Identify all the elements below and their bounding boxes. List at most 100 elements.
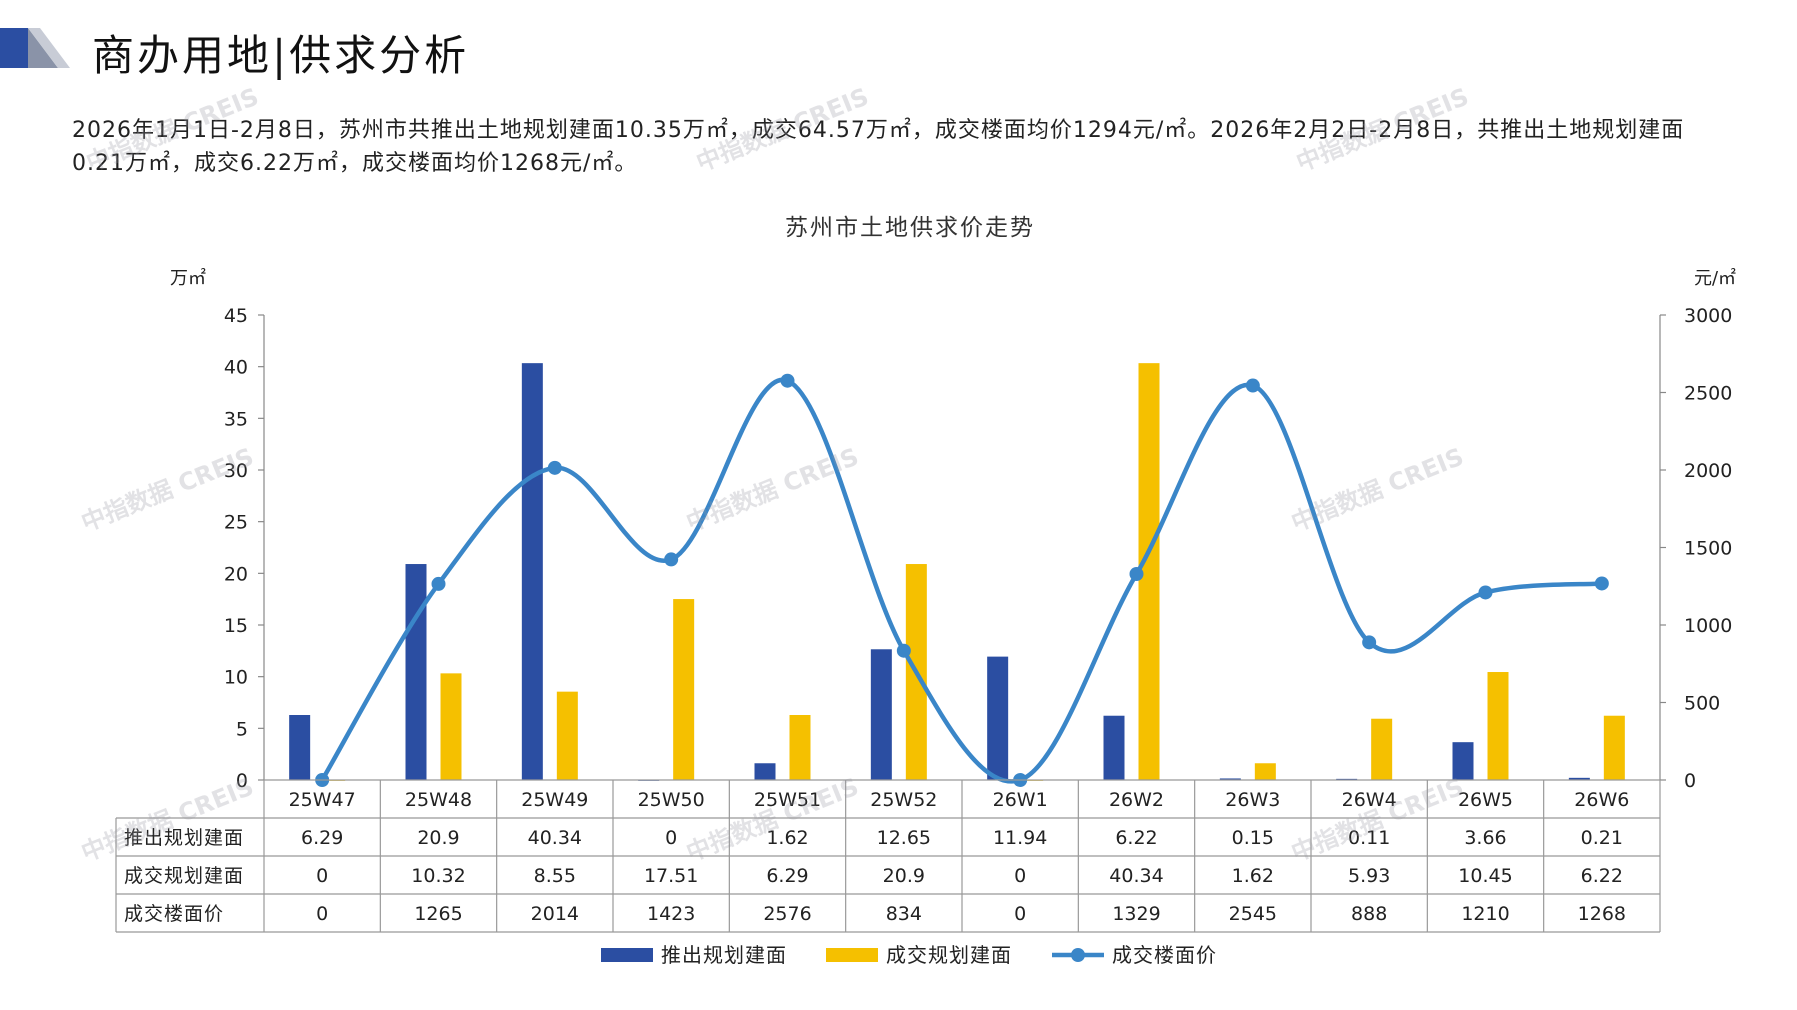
bar-transaction [556, 691, 578, 780]
category-label: 25W48 [405, 789, 472, 811]
right-tick-label: 3000 [1684, 305, 1732, 327]
data-label: 1.62 [766, 827, 808, 849]
category-label: 25W51 [754, 789, 821, 811]
data-label: 10.45 [1458, 865, 1512, 887]
category-label: 25W47 [289, 789, 356, 811]
data-label: 11.94 [993, 827, 1047, 849]
category-label: 26W5 [1458, 789, 1513, 811]
left-axis-unit: 万㎡ [170, 267, 206, 289]
bar-supply [521, 363, 543, 780]
left-tick-label: 10 [224, 667, 248, 689]
price-point [1478, 585, 1493, 600]
right-tick-label: 0 [1684, 770, 1696, 792]
data-label: 40.34 [528, 827, 582, 849]
left-tick-label: 5 [236, 718, 248, 740]
bar-supply [289, 715, 311, 780]
bar-supply [1568, 777, 1590, 780]
bar-supply [1452, 742, 1474, 780]
bar-supply [405, 564, 427, 780]
right-axis-unit: 元/㎡ [1694, 267, 1736, 289]
bar-supply [754, 763, 776, 780]
data-label: 6.22 [1115, 827, 1157, 849]
bar-supply [1219, 778, 1241, 780]
data-label: 0 [665, 827, 677, 849]
category-label: 25W49 [521, 789, 588, 811]
bar-transaction [1371, 718, 1393, 780]
legend-swatch-supply [601, 948, 653, 962]
category-label: 26W6 [1574, 789, 1629, 811]
legend-label-transaction: 成交规划建面 [886, 943, 1012, 967]
data-label: 1.62 [1232, 865, 1274, 887]
left-tick-label: 40 [224, 357, 248, 379]
table-row-label: 推出规划建面 [124, 827, 244, 849]
price-point [780, 373, 795, 388]
price-point [547, 460, 562, 475]
data-label: 1329 [1112, 903, 1160, 925]
summary-text: 2026年1月1日-2月8日，苏州市共推出土地规划建面10.35万㎡，成交64.… [72, 118, 1685, 176]
legend-marker-price [1071, 948, 1085, 962]
legend-swatch-transaction [826, 948, 878, 962]
category-label: 26W3 [1225, 789, 1280, 811]
bar-transaction [440, 673, 462, 780]
data-label: 40.34 [1109, 865, 1163, 887]
bar-transaction [1254, 763, 1276, 780]
data-label: 1210 [1461, 903, 1509, 925]
right-tick-label: 1500 [1684, 538, 1732, 560]
bar-supply [1103, 715, 1125, 780]
right-tick-label: 500 [1684, 693, 1720, 715]
data-label: 6.29 [301, 827, 343, 849]
data-label: 8.55 [534, 865, 576, 887]
data-label: 10.32 [411, 865, 465, 887]
price-point [1362, 635, 1377, 650]
data-label: 0 [1014, 903, 1026, 925]
left-tick-label: 15 [224, 615, 248, 637]
data-label: 0.11 [1348, 827, 1390, 849]
data-label: 0.15 [1232, 827, 1274, 849]
bar-transaction [1487, 672, 1509, 780]
data-label: 2576 [763, 903, 811, 925]
data-label: 1268 [1578, 903, 1626, 925]
data-label: 20.9 [417, 827, 459, 849]
page-title: 商办用地|供求分析 [92, 31, 470, 80]
price-point [1594, 576, 1609, 591]
chart-title: 苏州市土地供求价走势 [785, 215, 1035, 241]
category-label: 26W1 [993, 789, 1048, 811]
bar-supply [987, 656, 1009, 780]
table-row-label: 成交规划建面 [124, 865, 244, 887]
left-tick-label: 0 [236, 770, 248, 792]
left-tick-label: 25 [224, 512, 248, 534]
data-label: 0 [316, 903, 328, 925]
category-label: 25W52 [870, 789, 937, 811]
left-tick-label: 30 [224, 460, 248, 482]
category-label: 26W2 [1109, 789, 1164, 811]
category-label: 26W4 [1342, 789, 1397, 811]
price-line [319, 377, 1605, 784]
price-point [431, 576, 446, 591]
left-tick-label: 20 [224, 563, 248, 585]
bar-transaction [789, 715, 811, 780]
right-tick-label: 1000 [1684, 615, 1732, 637]
data-label: 888 [1351, 903, 1387, 925]
legend-label-price: 成交楼面价 [1112, 943, 1217, 967]
left-tick-label: 35 [224, 408, 248, 430]
bar-transaction [1603, 715, 1625, 780]
bar-transaction [673, 599, 695, 780]
data-label: 3.66 [1464, 827, 1506, 849]
price-point [1129, 567, 1144, 582]
category-label: 25W50 [638, 789, 705, 811]
data-label: 12.65 [877, 827, 931, 849]
data-label: 1423 [647, 903, 695, 925]
price-point [1245, 378, 1260, 393]
data-label: 0 [1014, 865, 1026, 887]
table-row-label: 成交楼面价 [124, 903, 224, 925]
data-label: 0.21 [1581, 827, 1623, 849]
data-label: 6.22 [1581, 865, 1623, 887]
bar-transaction [1138, 363, 1160, 780]
data-label: 17.51 [644, 865, 698, 887]
bar-supply [870, 649, 892, 780]
legend-label-supply: 推出规划建面 [661, 943, 787, 967]
header-decoration [0, 28, 70, 68]
right-tick-label: 2500 [1684, 383, 1732, 405]
data-label: 2545 [1229, 903, 1277, 925]
data-label: 20.9 [883, 865, 925, 887]
